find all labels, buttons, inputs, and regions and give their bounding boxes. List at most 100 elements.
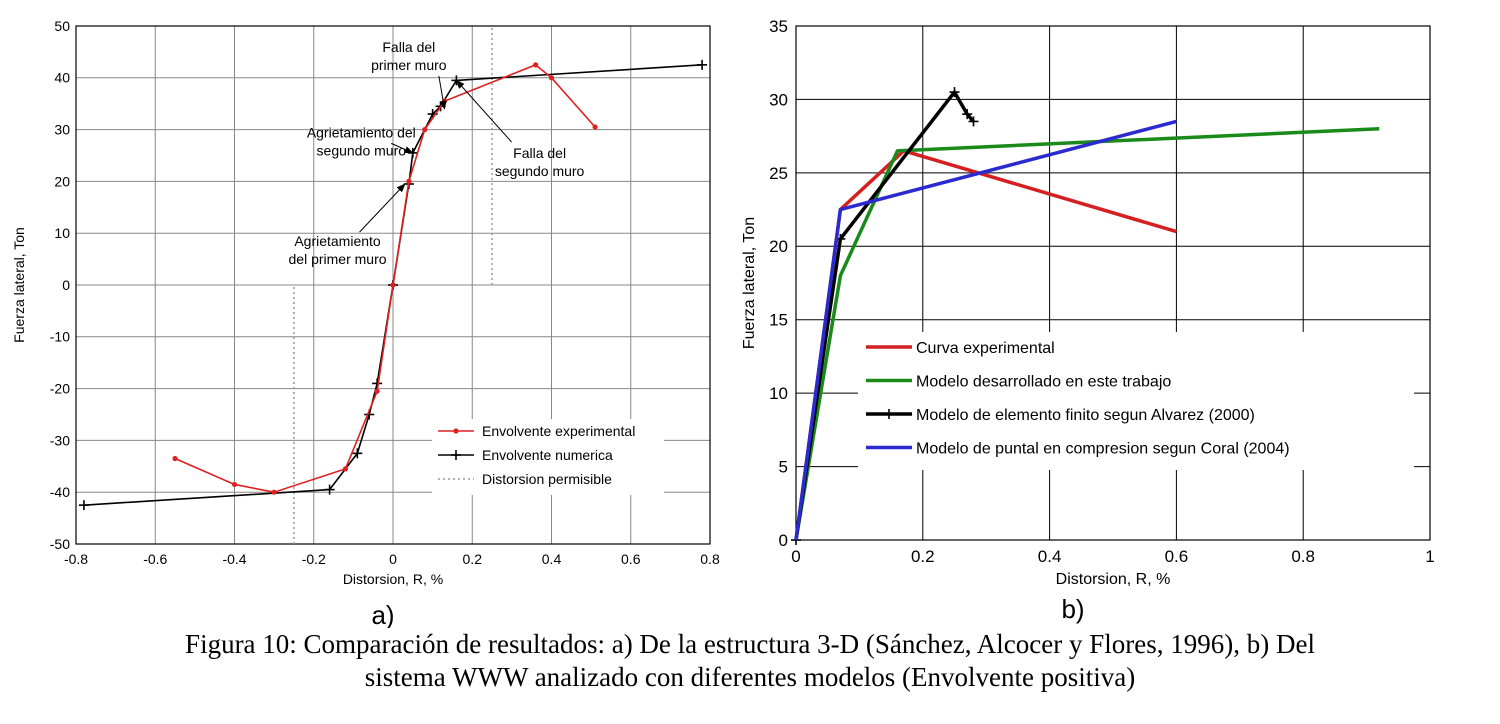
x-tick-label: 0 (389, 551, 397, 567)
data-point (271, 489, 277, 495)
data-point (374, 388, 380, 394)
data-point (172, 455, 178, 462)
legend-box (858, 332, 1414, 470)
data-point (884, 409, 894, 419)
legend-item: Modelo de elemento finito segun Alvarez … (866, 407, 1255, 424)
data-point (451, 450, 461, 460)
x-tick-label: 0.8 (1291, 547, 1315, 566)
data-point (390, 282, 396, 288)
legend-item: Envolvente experimental (438, 423, 635, 439)
axes-frame (795, 25, 1431, 541)
series-1 (794, 127, 1380, 541)
x-tick-label: 0 (791, 547, 800, 566)
series-2 (791, 87, 979, 545)
legend-label: Modelo de puntal en compresion segun Cor… (916, 441, 1290, 458)
y-axis-label: Fuerza lateral, Ton (11, 227, 27, 343)
data-point (352, 448, 363, 459)
annotation-text: Agrietamiento (294, 233, 381, 249)
annotation-text: segundo muro (495, 163, 585, 179)
y-tick-label: -40 (50, 484, 70, 500)
chart-b: 0 0.2 0.4 0.6 0.8 105101520253035Distorsion, … (741, 17, 1435, 624)
x-tick-label: 0.8 (700, 551, 720, 567)
y-tick-label: 0 (779, 531, 788, 550)
data-point (406, 178, 412, 184)
y-tick-label: -30 (50, 432, 70, 448)
series-line (174, 63, 596, 494)
caption-line-1: Figura 10: Comparación de resultados: a)… (185, 629, 1315, 659)
x-tick-label: -0.2 (302, 551, 326, 567)
x-tick-label: -0.8 (64, 551, 88, 567)
y-axis-label: Fuerza lateral, Ton (741, 217, 758, 349)
y-tick-label: 10 (54, 225, 70, 241)
y-tick-label: 35 (769, 17, 788, 36)
x-tick-label: -0.4 (222, 551, 246, 567)
y-tick-label: 5 (779, 458, 788, 477)
data-point (422, 127, 428, 133)
annotation-text: segundo muro (317, 142, 407, 158)
caption-line-2: sistema WWW analizado con diferentes mod… (364, 662, 1136, 692)
data-point (962, 109, 973, 120)
x-tick-label: 0.4 (542, 551, 562, 567)
y-tick-label: -20 (50, 381, 70, 397)
y-tick-label: 40 (54, 70, 70, 86)
chart-a: -0.8 -0.6 -0.4 -0.2 0 0.2 0.4 0.6 0.8 -50 -40 -30 -2… (11, 18, 720, 628)
panel-label: a) (371, 600, 394, 628)
series-experimental (172, 62, 598, 495)
annotation-text: Falla del (382, 39, 435, 55)
y-tick-label: 50 (54, 18, 70, 34)
y-tick-label: 0 (62, 277, 70, 293)
series-line (794, 127, 1380, 541)
series-line (794, 119, 1177, 541)
annotation-arrow (391, 142, 414, 154)
legend-item: Curva experimental (866, 340, 1055, 357)
x-tick-label: 0.4 (1038, 547, 1062, 566)
y-tick-label: -10 (50, 329, 70, 345)
data-point (78, 500, 89, 511)
y-tick-label: 25 (769, 164, 788, 183)
x-axis-label: Distorsion, R, % (343, 571, 443, 587)
axes-frame (75, 25, 711, 545)
annotation-text: del primer muro (289, 251, 387, 267)
legend-item: Modelo de puntal en compresion segun Cor… (866, 441, 1290, 458)
panel-label: b) (1061, 594, 1084, 624)
legend-label: Distorsion permisible (482, 471, 612, 487)
x-tick-label: -0.6 (143, 551, 167, 567)
annotation-arrow (438, 75, 447, 110)
x-tick-label: 0.6 (1165, 547, 1189, 566)
y-tick-label: 30 (769, 90, 788, 109)
x-tick-label: 1 (1425, 547, 1434, 566)
y-tick-label: 20 (769, 237, 788, 256)
x-tick-label: 0.2 (463, 551, 483, 567)
legend-label: Modelo desarrollado en este trabajo (916, 374, 1171, 391)
legend-label: Envolvente experimental (482, 423, 635, 439)
annotation-text: Falla del (513, 145, 566, 161)
legend-item: Modelo desarrollado en este trabajo (866, 374, 1171, 391)
legend-label: Modelo de elemento finito segun Alvarez … (916, 407, 1255, 424)
figure-caption: Figura 10: Comparación de resultados: a)… (0, 628, 1500, 694)
y-tick-label: 15 (769, 311, 788, 330)
legend-item: Distorsion permisible (438, 471, 612, 487)
legend-label: Envolvente numerica (482, 447, 613, 463)
y-tick-label: 30 (54, 122, 70, 138)
data-point (949, 87, 960, 98)
data-point (697, 59, 708, 70)
data-point (533, 62, 539, 68)
x-tick-label: 0.2 (911, 547, 935, 566)
y-tick-label: 10 (769, 384, 788, 403)
y-tick-label: -50 (50, 536, 70, 552)
annotation-arrow (455, 79, 512, 143)
annotation-arrow (359, 183, 406, 233)
x-axis-label: Distorsion, R, % (1056, 571, 1171, 588)
data-point (231, 481, 238, 488)
data-point (453, 428, 459, 434)
data-point (548, 75, 555, 81)
data-point (592, 124, 598, 130)
data-point (342, 466, 349, 472)
data-point (968, 116, 979, 127)
legend-label: Curva experimental (916, 340, 1055, 357)
legend: Envolvente experimental Envolvente numeri… (432, 419, 664, 495)
legend: Curva experimental Modelo desarrollado en… (858, 332, 1414, 470)
annotation-text: primer muro (371, 57, 447, 73)
x-tick-label: 0.6 (621, 551, 641, 567)
y-tick-label: 20 (54, 173, 70, 189)
